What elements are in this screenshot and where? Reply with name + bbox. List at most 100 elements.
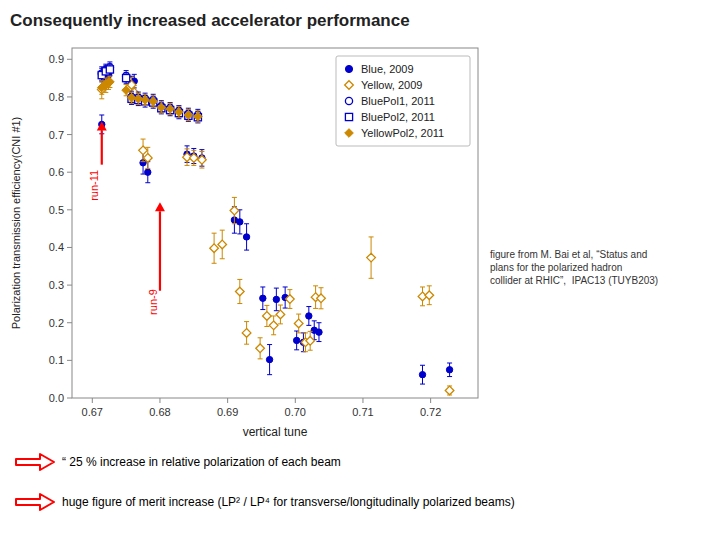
y-tick	[67, 398, 72, 399]
note: huge figure of merit increase (LP² / LP⁴…	[62, 495, 515, 509]
y-tick	[67, 134, 72, 135]
point	[184, 111, 193, 120]
point	[425, 291, 434, 300]
legend-marker	[345, 81, 354, 90]
error-bar	[237, 210, 242, 234]
arrows	[97, 121, 165, 290]
arrow-shaft	[101, 130, 103, 164]
point	[242, 329, 251, 338]
y-tick	[67, 285, 72, 286]
arrow-head	[97, 121, 107, 130]
x-tick-label: 0.70	[285, 406, 306, 418]
point	[293, 337, 299, 343]
error-bar	[267, 345, 272, 375]
x-axis-label: vertical tune	[243, 425, 308, 439]
point	[260, 295, 266, 301]
legend-marker	[345, 65, 352, 72]
error-bar	[447, 363, 452, 377]
y-tick-label: 0.6	[49, 166, 64, 178]
plot-area	[97, 62, 453, 395]
y-tick-label: 0.7	[49, 129, 64, 141]
point	[122, 86, 131, 95]
point	[194, 112, 203, 121]
error-bar	[244, 224, 249, 250]
error-bar	[294, 331, 299, 350]
legend-label: BluePol2, 2011	[361, 111, 435, 123]
point	[316, 329, 322, 335]
point	[237, 219, 243, 225]
point	[266, 356, 272, 362]
y-tick-label: 0.4	[49, 241, 64, 253]
point	[210, 244, 219, 253]
x-tick-label: 0.69	[217, 406, 238, 418]
title: Consequently increased accelerator perfo…	[10, 11, 410, 30]
point	[145, 169, 151, 175]
point	[367, 253, 376, 262]
x-tick	[295, 398, 296, 403]
error-bar	[260, 287, 265, 310]
point	[157, 103, 166, 112]
error-bar	[420, 365, 425, 384]
y-tick	[67, 360, 72, 361]
error-bar	[274, 288, 279, 311]
legend-label: Blue, 2009	[361, 63, 414, 75]
point	[286, 295, 295, 304]
point	[141, 96, 150, 105]
point	[139, 146, 148, 155]
point	[198, 155, 207, 164]
caption-line: plans for the polarized hadron	[490, 262, 622, 273]
background	[0, 0, 720, 540]
point	[256, 344, 265, 353]
point	[269, 321, 278, 330]
point	[445, 386, 454, 395]
error-bar	[316, 323, 321, 342]
point	[243, 234, 249, 240]
y-axis-label: Polarization transmission efficiency(CNI…	[10, 117, 22, 330]
error-bar	[306, 307, 311, 326]
point	[218, 240, 227, 249]
legend-marker	[345, 113, 352, 120]
point	[123, 75, 130, 82]
legend-marker	[345, 97, 352, 104]
point	[149, 97, 158, 106]
point	[143, 154, 152, 163]
y-tick-label: 0.3	[49, 279, 64, 291]
point	[273, 296, 279, 302]
x-tick	[159, 398, 160, 403]
y-tick	[67, 96, 72, 97]
series	[98, 62, 201, 121]
y-tick-label: 0.0	[49, 392, 64, 404]
plot-frame	[72, 48, 478, 398]
y-tick	[67, 59, 72, 60]
note: “ 25 % increase in relative polarization…	[62, 455, 341, 469]
legend: Blue, 2009Yellow, 2009BluePol1, 2011Blue…	[336, 56, 470, 146]
x-tick-label: 0.68	[149, 406, 170, 418]
y-tick	[67, 322, 72, 323]
arrow-head	[155, 202, 165, 211]
point	[276, 310, 285, 319]
point	[446, 367, 452, 373]
series	[97, 76, 202, 122]
series	[99, 68, 453, 384]
y-tick	[67, 209, 72, 210]
point	[175, 108, 184, 117]
chart: Consequently increased accelerator perfo…	[0, 0, 720, 540]
series	[98, 64, 201, 123]
legend-marker	[345, 129, 354, 138]
bullet-arrow	[16, 494, 54, 510]
annotation: run-11	[88, 170, 100, 201]
annotation: run-9	[147, 289, 159, 315]
point	[306, 313, 312, 319]
point	[306, 336, 315, 345]
point	[263, 312, 272, 321]
legend-box	[336, 56, 470, 146]
y-tick-label: 0.9	[49, 53, 64, 65]
y-tick-label: 0.5	[49, 204, 64, 216]
point	[419, 371, 425, 377]
caption-line: collider at RHIC”, IPAC13 (TUYB203)	[490, 275, 658, 286]
caption-line: figure from M. Bai et al, “Status and	[490, 249, 647, 260]
point	[189, 154, 198, 163]
bullet-arrow	[16, 454, 54, 470]
point	[166, 105, 175, 114]
point	[230, 206, 239, 215]
